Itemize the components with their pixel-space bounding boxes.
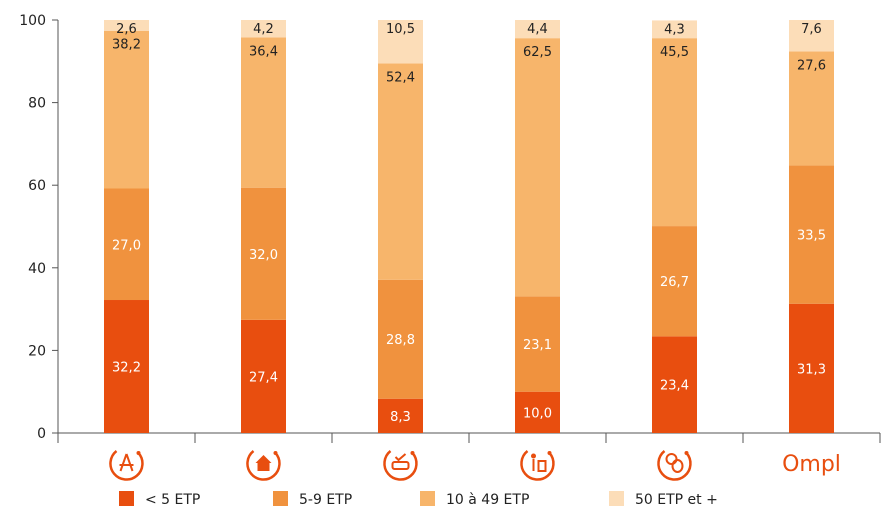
bar-segment [652, 336, 697, 433]
icon-ring [383, 450, 418, 481]
data-label: 52,4 [386, 70, 415, 85]
data-label: 23,1 [523, 338, 552, 353]
data-label: 32,0 [249, 248, 278, 263]
compass-glyph [119, 453, 134, 472]
data-label: 36,4 [249, 44, 278, 59]
scale-glyph [532, 459, 547, 472]
category-icons: Ompl [109, 450, 841, 481]
coins-icon [657, 450, 692, 481]
data-label: 4,4 [527, 22, 548, 37]
data-label: 4,3 [664, 22, 685, 37]
bar-segment [104, 30, 149, 189]
bar-segment [789, 303, 834, 433]
data-labels: 32,2 27,0 38,22,6 27,4 32,0 36,4 4,2 8,3 28,8 52,… [112, 22, 826, 425]
data-label: 45,5 [660, 45, 689, 60]
axes: 0 20 40 60 80 100 [19, 13, 881, 443]
bar-segment [515, 296, 560, 392]
bar-segment [515, 38, 560, 297]
icon-ring [657, 450, 692, 481]
y-tick-label: 100 [19, 13, 46, 29]
legend-swatch [609, 491, 624, 506]
y-tick-label: 80 [28, 96, 46, 112]
coin-glyph [665, 453, 678, 465]
car-glyph [391, 461, 410, 470]
data-label: 31,3 [797, 362, 826, 377]
legend-item: 10 à 49 ETP [420, 491, 529, 508]
data-label: 10,5 [386, 22, 415, 37]
icon-ring [520, 450, 555, 481]
data-label: 33,5 [797, 229, 826, 244]
house-euro-icon [246, 450, 281, 481]
legend-label: 10 à 49 ETP [446, 492, 529, 508]
person-scale-icon [520, 450, 555, 481]
icon-ring [109, 450, 144, 481]
icon-dot [273, 451, 278, 455]
legend: < 5 ETP 5-9 ETP 10 à 49 ETP 50 ETP et + [119, 491, 718, 508]
icon-ring [246, 450, 281, 481]
icon-dot [410, 451, 415, 455]
ompl-logo-text: Ompl [782, 452, 841, 477]
bar-segment [378, 398, 423, 433]
bar-segment [652, 20, 697, 39]
bar-segment [789, 51, 834, 166]
bar-segment [378, 63, 423, 280]
data-label: 10,0 [523, 406, 552, 421]
bar-segment [378, 279, 423, 399]
bars [104, 20, 834, 433]
data-label: 4,2 [253, 22, 274, 37]
legend-label: 50 ETP et + [635, 492, 718, 508]
bar-segment [515, 391, 560, 433]
bar-segment [241, 187, 286, 320]
bar-segment [789, 165, 834, 304]
bar-segment [241, 319, 286, 433]
data-label: 2,6 [116, 22, 137, 37]
y-tick-label: 40 [28, 261, 46, 277]
coin-glyph [671, 459, 684, 473]
car-check-icon [383, 450, 418, 481]
data-label: 27,0 [112, 238, 141, 253]
y-tick-label: 60 [28, 178, 46, 194]
data-label: 27,6 [797, 58, 826, 73]
compass-ruler-icon [109, 450, 144, 481]
bar-segment [241, 37, 286, 188]
data-label: 28,8 [386, 333, 415, 348]
house-glyph [255, 455, 272, 471]
bar-segment [789, 20, 834, 52]
bar-segment [378, 20, 423, 64]
data-label: 7,6 [801, 22, 822, 37]
data-label: 23,4 [660, 379, 689, 394]
person-head-glyph [531, 453, 536, 459]
legend-label: 5-9 ETP [299, 492, 352, 508]
data-label: 27,4 [249, 370, 278, 385]
legend-label: < 5 ETP [145, 492, 200, 508]
bar-segment [652, 38, 697, 227]
ompl-logo: Ompl [782, 452, 841, 477]
legend-swatch [420, 491, 435, 506]
bar-segment [515, 20, 560, 39]
data-label: 8,3 [390, 410, 411, 425]
y-tick-label: 0 [37, 426, 46, 442]
legend-swatch [273, 491, 288, 506]
legend-item: 50 ETP et + [609, 491, 718, 508]
legend-item: < 5 ETP [119, 491, 200, 508]
data-label: 62,5 [523, 45, 552, 60]
icon-dot [547, 451, 552, 455]
data-label: 38,2 [112, 38, 141, 53]
check-glyph [394, 453, 407, 462]
bar-segment [104, 188, 149, 301]
data-label: 32,2 [112, 361, 141, 376]
bar-segment [104, 20, 149, 31]
bar-segment [652, 226, 697, 337]
legend-swatch [119, 491, 134, 506]
icon-dot [136, 451, 141, 455]
bar-segment [241, 20, 286, 38]
data-label: 26,7 [660, 275, 689, 290]
bar-segment [104, 300, 149, 433]
icon-dot [684, 451, 689, 455]
legend-item: 5-9 ETP [273, 491, 352, 508]
y-tick-label: 20 [28, 343, 46, 359]
